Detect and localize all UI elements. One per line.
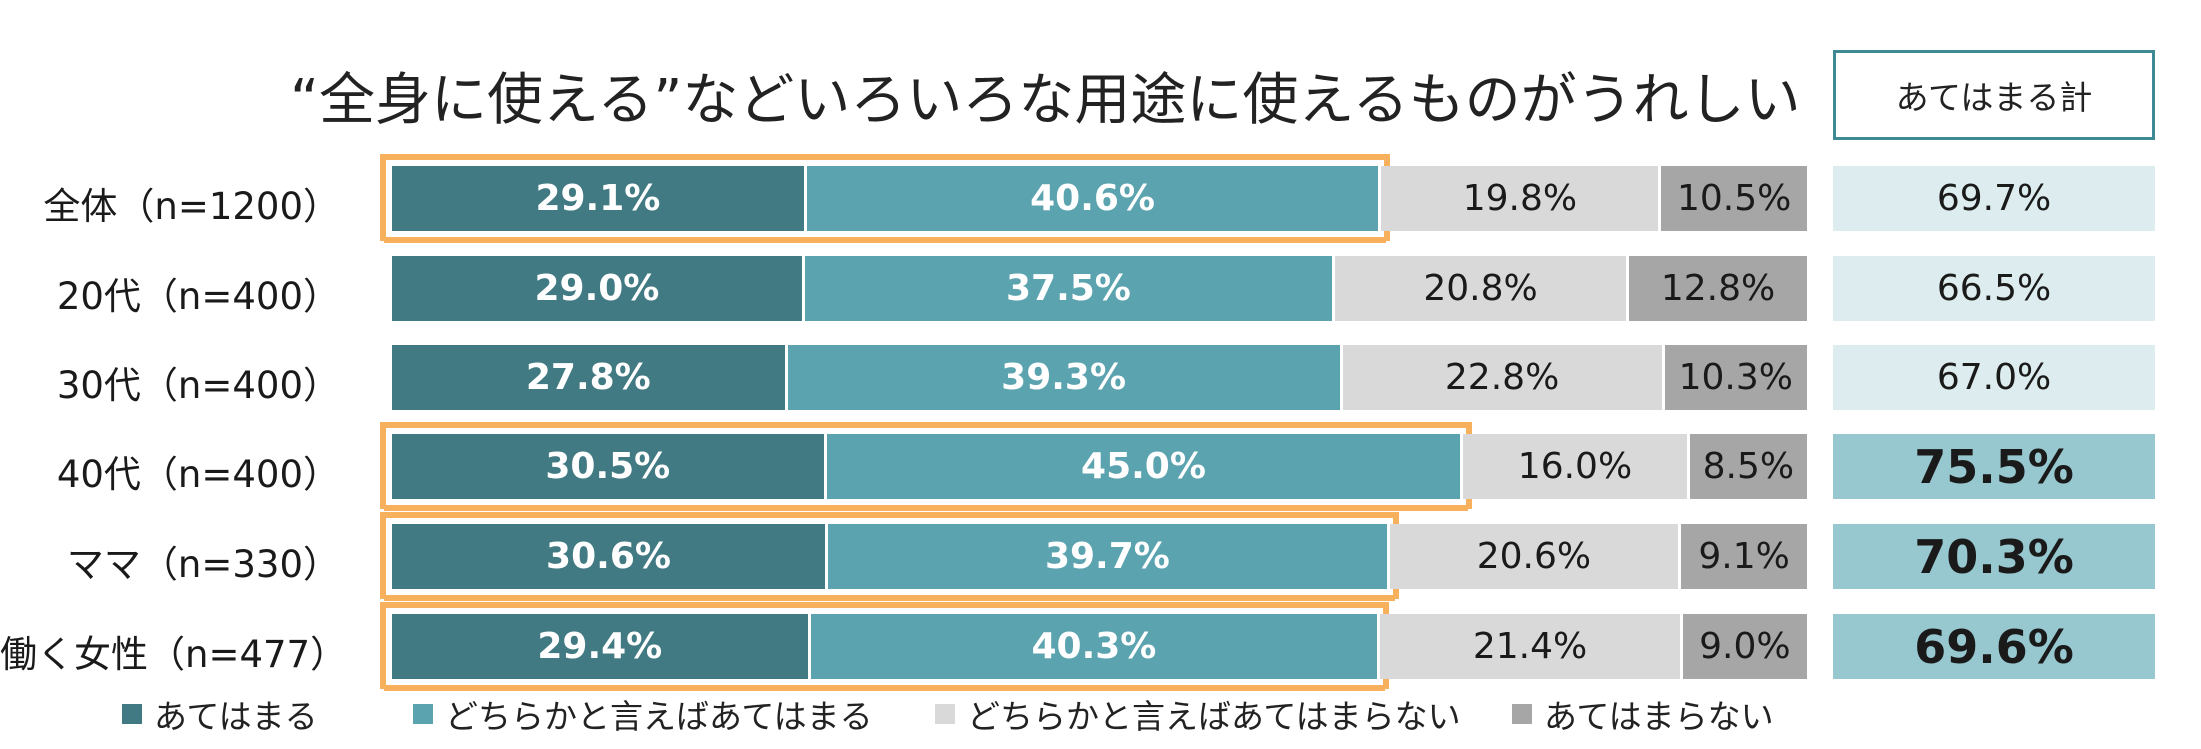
bar-segment-strongly-agree: 29.4%: [392, 614, 808, 679]
legend-label: あてはまらない: [1544, 697, 1774, 736]
bar-segment-strongly-agree: 29.0%: [392, 256, 802, 321]
highlight-frame: [384, 602, 1386, 608]
highlight-frame: [380, 512, 386, 599]
legend-swatch: [413, 704, 433, 724]
chart-title: “全身に使える”などいろいろな用途に使えるものがうれしい: [290, 68, 1801, 133]
summary-value: 67.0%: [1833, 345, 2155, 410]
data-label: 8.5%: [1702, 446, 1795, 487]
data-label: 45.0%: [1081, 446, 1206, 487]
highlight-frame: [384, 685, 1386, 691]
data-label: 9.0%: [1699, 626, 1791, 667]
data-label: 20.8%: [1423, 268, 1538, 309]
highlight-frame: [380, 602, 386, 689]
bar-segment-disagree: 10.3%: [1661, 345, 1807, 410]
summary-value: 70.3%: [1833, 524, 2155, 589]
data-label: 37.5%: [1005, 268, 1131, 309]
legend-label: あてはまる: [154, 697, 318, 736]
highlight-frame: [384, 422, 1469, 428]
data-label: 27.8%: [525, 357, 651, 398]
bar-segment-somewhat-agree: 45.0%: [823, 434, 1461, 499]
legend-swatch: [935, 704, 955, 724]
bar-segment-disagree: 10.5%: [1658, 166, 1807, 231]
data-label: 19.8%: [1462, 178, 1578, 219]
highlight-frame: [384, 595, 1395, 601]
bar-segment-disagree: 12.8%: [1626, 256, 1807, 321]
legend-label: どちらかと言えばあてはまる: [445, 697, 873, 736]
bar-segment-somewhat-disagree: 19.8%: [1378, 166, 1659, 231]
row-label: 40代（n=400）: [56, 453, 340, 496]
legend-item: どちらかと言えばあてはまらない: [935, 690, 1461, 738]
data-label: 12.8%: [1660, 268, 1776, 309]
highlight-frame: [384, 154, 1387, 160]
data-label: 30.6%: [546, 536, 671, 577]
data-label: 29.4%: [537, 626, 663, 667]
bar-segment-disagree: 8.5%: [1686, 434, 1807, 499]
row-label: 20代（n=400）: [56, 275, 340, 318]
data-label: 22.8%: [1444, 357, 1560, 398]
data-label: 40.6%: [1030, 178, 1155, 219]
summary-value: 69.6%: [1833, 614, 2155, 679]
highlight-frame: [380, 422, 386, 509]
bar-segment-somewhat-agree: 40.6%: [803, 166, 1379, 231]
bar-segment-somewhat-agree: 37.5%: [801, 256, 1332, 321]
bar-segment-somewhat-disagree: 21.4%: [1377, 614, 1680, 679]
bar-segment-strongly-agree: 27.8%: [392, 345, 785, 410]
data-label: 29.1%: [535, 178, 661, 219]
legend-item: あてはまらない: [1512, 690, 1774, 738]
legend-item: あてはまる: [122, 690, 318, 738]
highlight-frame: [384, 512, 1395, 518]
bar-segment-somewhat-disagree: 20.6%: [1386, 524, 1679, 589]
data-label: 20.6%: [1476, 536, 1592, 577]
legend-swatch: [122, 704, 142, 724]
data-label: 39.7%: [1044, 536, 1170, 577]
bar-segment-somewhat-disagree: 20.8%: [1332, 256, 1626, 321]
bar-segment-strongly-agree: 30.5%: [392, 434, 824, 499]
data-label: 39.3%: [1001, 357, 1127, 398]
bar-segment-strongly-agree: 30.6%: [392, 524, 825, 589]
highlight-frame: [380, 154, 386, 241]
row-label: 30代（n=400）: [56, 364, 340, 407]
summary-header: あてはまる計: [1833, 50, 2155, 140]
data-label: 9.1%: [1698, 536, 1790, 577]
data-label: 10.3%: [1678, 357, 1793, 398]
summary-value: 66.5%: [1833, 256, 2155, 321]
data-label: 29.0%: [534, 268, 660, 309]
bar-segment-disagree: 9.0%: [1679, 614, 1807, 679]
summary-value: 75.5%: [1833, 434, 2155, 499]
data-label: 30.5%: [545, 446, 671, 487]
bar-segment-somewhat-disagree: 16.0%: [1460, 434, 1687, 499]
bar-segment-somewhat-agree: 39.3%: [784, 345, 1340, 410]
row-label: 全体（n=1200）: [43, 185, 340, 228]
bar-segment-strongly-agree: 29.1%: [392, 166, 804, 231]
highlight-frame: [384, 237, 1387, 243]
bar-segment-disagree: 9.1%: [1678, 524, 1807, 589]
legend-label: どちらかと言えばあてはまらない: [967, 697, 1461, 736]
data-label: 40.3%: [1031, 626, 1157, 667]
legend-swatch: [1512, 704, 1532, 724]
bar-segment-somewhat-agree: 40.3%: [807, 614, 1378, 679]
bar-segment-somewhat-disagree: 22.8%: [1339, 345, 1662, 410]
legend-item: どちらかと言えばあてはまる: [413, 690, 873, 738]
row-label: ママ（n=330）: [66, 543, 340, 586]
bar-segment-somewhat-agree: 39.7%: [825, 524, 1387, 589]
data-label: 16.0%: [1517, 446, 1633, 487]
data-label: 10.5%: [1677, 178, 1792, 219]
highlight-frame: [384, 505, 1469, 511]
row-label: 働く女性（n=477）: [0, 633, 348, 676]
summary-value: 69.7%: [1833, 166, 2155, 231]
data-label: 21.4%: [1472, 626, 1588, 667]
